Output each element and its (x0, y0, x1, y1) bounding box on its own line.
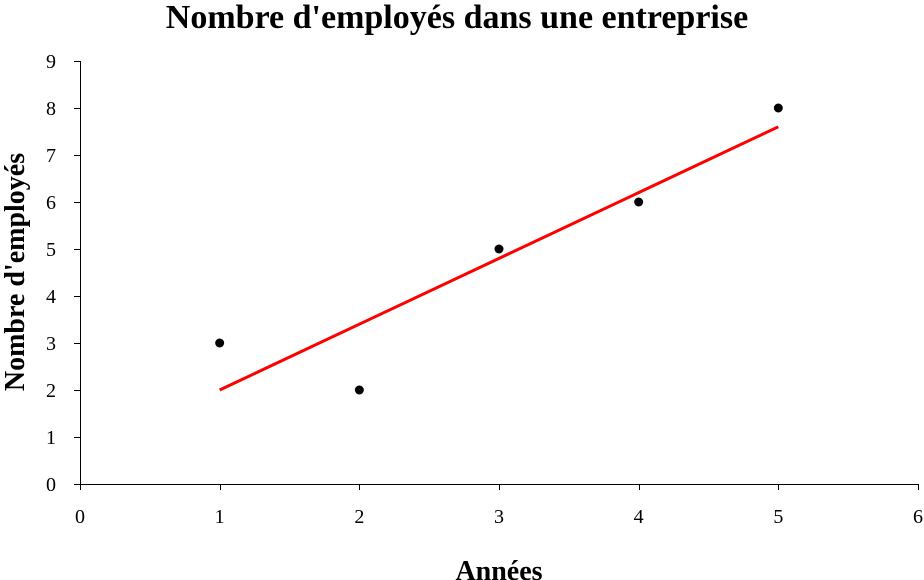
y-tick-label: 7 (46, 145, 56, 167)
y-axis-title: Nombre d'employés (0, 153, 31, 391)
trendline (219, 125, 779, 392)
x-tick-label: 2 (354, 506, 364, 528)
x-tick-label: 5 (773, 506, 783, 528)
x-ticks: 0 1 2 3 4 5 6 (75, 484, 923, 528)
y-tick-label: 1 (46, 427, 56, 449)
y-ticks: 0 1 2 3 4 5 6 7 8 9 (46, 51, 80, 496)
chart-title: Nombre d'employés dans une entreprise (166, 0, 748, 36)
y-tick-label: 2 (46, 380, 56, 402)
x-axis-title: Années (455, 556, 542, 580)
y-tick-label: 6 (46, 192, 56, 214)
y-tick-label: 0 (46, 474, 56, 496)
x-tick-label: 4 (634, 506, 644, 528)
y-tick-label: 3 (46, 333, 56, 355)
x-tick-label: 6 (913, 506, 923, 528)
data-point (215, 338, 225, 348)
data-point (494, 244, 504, 254)
x-tick-label: 3 (494, 506, 504, 528)
y-tick-label: 9 (46, 51, 56, 73)
series-layer (215, 103, 783, 395)
x-tick-label: 1 (215, 506, 225, 528)
y-tick-label: 8 (46, 98, 56, 120)
y-tick-label: 4 (46, 286, 56, 308)
y-tick-label: 5 (46, 239, 56, 261)
data-point (354, 385, 364, 395)
x-tick-label: 0 (75, 506, 85, 528)
data-point (773, 103, 783, 113)
data-point (634, 197, 644, 207)
axes: 0 1 2 3 4 5 6 0 1 2 3 4 5 6 7 8 9 (46, 51, 923, 528)
